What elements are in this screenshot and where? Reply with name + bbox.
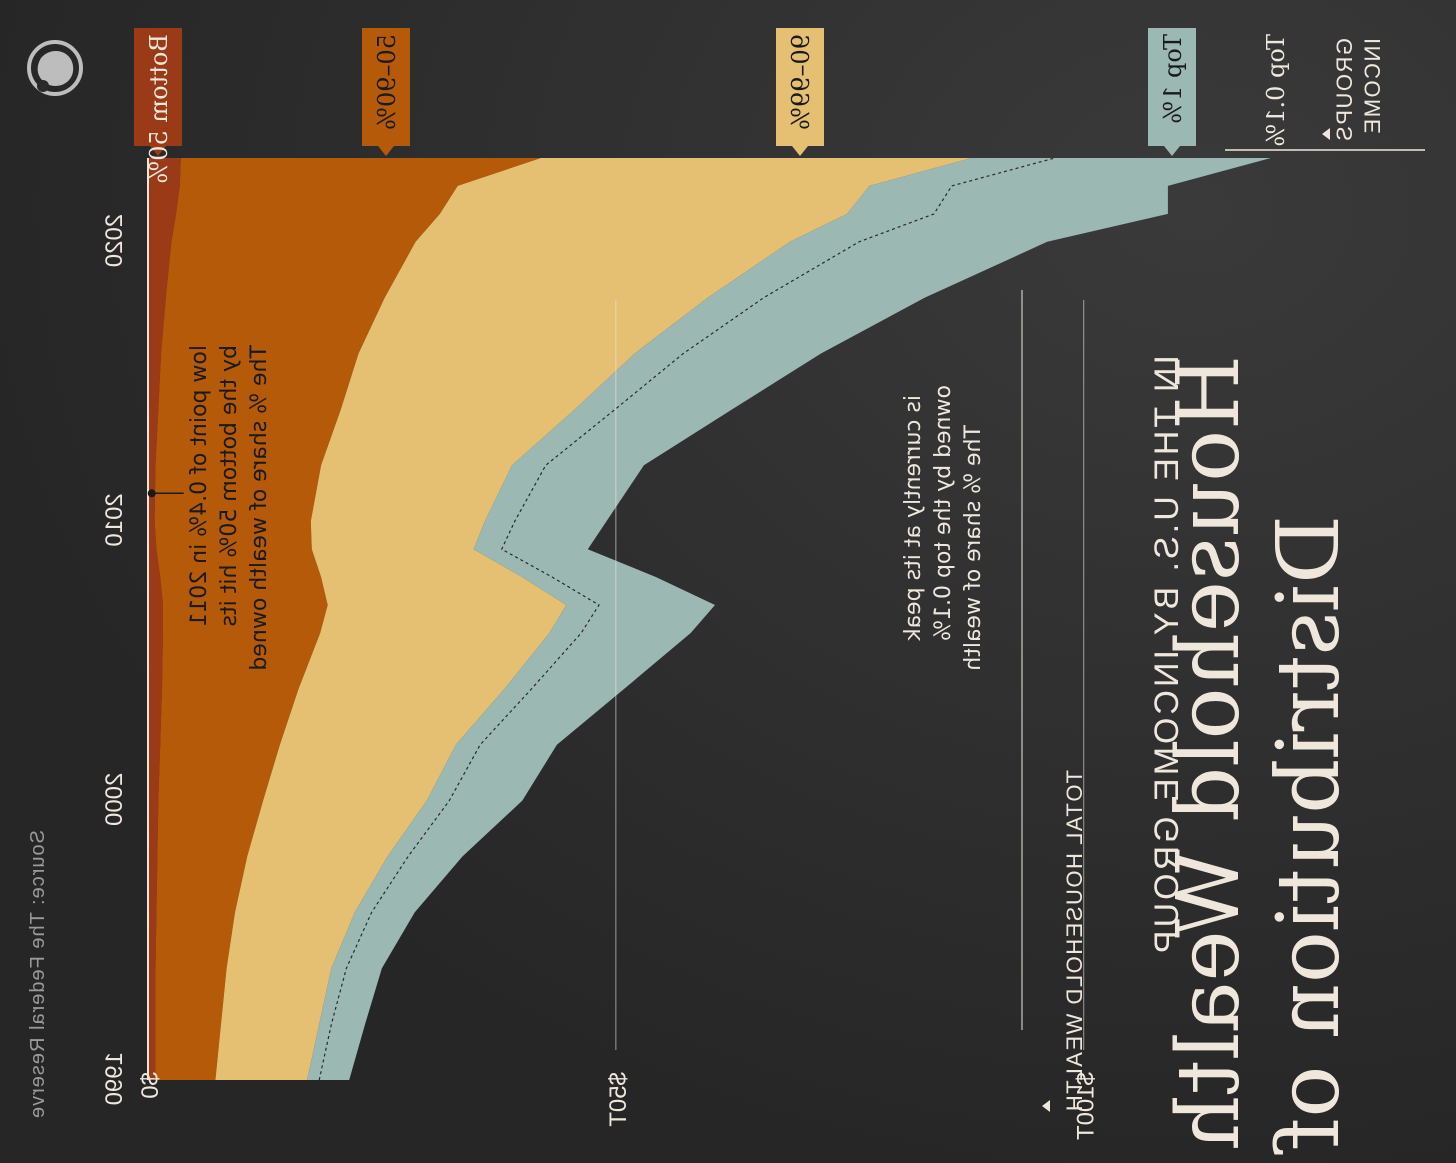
area-top-1: [307, 158, 1271, 1080]
annotation-top01-line-1: The % share of wealth: [961, 424, 986, 671]
annotation-top01-line-2: owned by the top 0.1%: [931, 385, 956, 641]
annotation-bottom50-line-3: low point of 0.4% in 2011: [187, 345, 212, 627]
year-tick-label: 2020: [101, 214, 128, 267]
annotation-top01: The % share of wealth owned by the top 0…: [901, 385, 986, 671]
annotation-bottom50-line-1: The % share of wealth owned: [247, 344, 272, 671]
income-groups-header: INCOME GROUPS: [1042, 38, 1385, 1112]
year-tick-label: 2000: [101, 773, 128, 826]
income-groups-label-1: INCOME: [1360, 38, 1385, 135]
visual-capitalist-logo-icon: [27, 40, 83, 96]
value-axis-label: TOTAL HOUSEHOLD WEALTH: [1062, 770, 1087, 1113]
value-tick-label: $0: [137, 1072, 164, 1099]
value-tick-label: $100T: [1073, 1072, 1100, 1140]
annotation-bottom50-line-2: by the bottom 50% hit its: [217, 345, 242, 626]
series-labels: Bottom 50% 50–90% 90–99% Top 1% Top 0.1%: [134, 28, 1425, 184]
plot-area: [148, 157, 1271, 1081]
year-tick-label: 1990: [101, 1052, 128, 1105]
area-90-99: [215, 158, 972, 1080]
annotation-bottom50: The % share of wealth owned by the botto…: [187, 344, 272, 671]
axis-ticks: $0 $50T $100T 1990 2000 2010 2020: [101, 158, 1100, 1140]
svg-text:Top 1%: Top 1%: [1159, 34, 1187, 124]
series-label-tag: Top 1%: [1148, 28, 1196, 156]
series-label-tag: 90–99%: [776, 28, 824, 156]
year-tick-label: 2010: [101, 493, 128, 546]
title-line-2: Household Wealth: [1159, 355, 1259, 1150]
svg-text:Top 0.1%: Top 0.1%: [1262, 34, 1290, 147]
area-bottom-50: [148, 158, 181, 1080]
income-groups-label-2: GROUPS: [1332, 38, 1357, 142]
svg-text:Bottom 50%: Bottom 50%: [145, 34, 173, 184]
series-label-tag: Top 0.1%: [1225, 34, 1425, 151]
title-line-1: Distribution of: [1259, 515, 1359, 1155]
line-top-0-1: [318, 157, 1055, 1081]
series-label-tag: Bottom 50%: [134, 28, 182, 184]
title-block: Distribution of Household Wealth IN THE …: [1148, 355, 1359, 1155]
svg-text:50–90%: 50–90%: [373, 34, 401, 130]
caret-up-icon: [1322, 128, 1330, 140]
annotation-point: [147, 489, 156, 498]
caret-down-icon: [1042, 1100, 1050, 1112]
value-tick-label: $50T: [605, 1072, 632, 1127]
title-subtitle: IN THE U.S. BY INCOME GROUP: [1148, 355, 1186, 956]
area-50-90: [154, 158, 541, 1080]
series-label-tag: 50–90%: [362, 28, 410, 156]
annotation-top01-line-3: is currently at its peak: [901, 395, 926, 641]
svg-text:90–99%: 90–99%: [787, 34, 815, 130]
source-note: Source: The Federal Reserve: [27, 830, 49, 1119]
